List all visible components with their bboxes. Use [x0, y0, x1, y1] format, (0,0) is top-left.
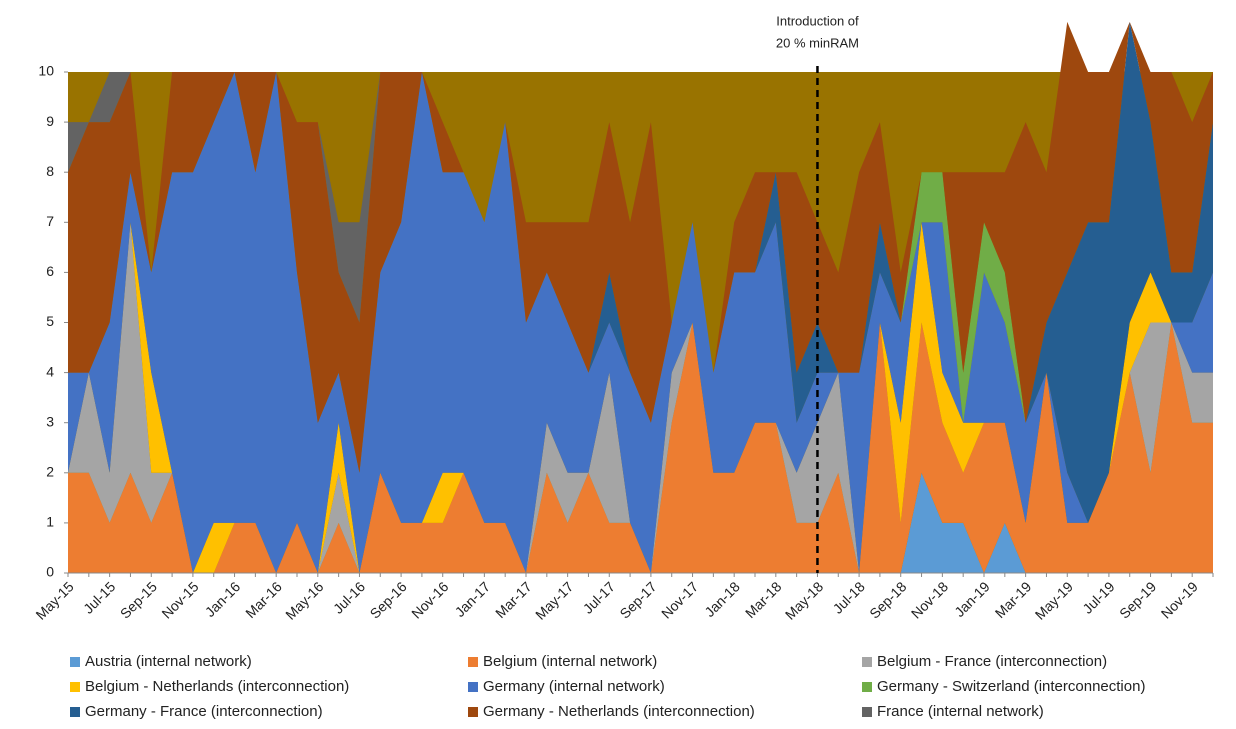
x-tick-label: May-19 [1032, 578, 1076, 622]
area [68, 222, 1213, 574]
x-tick-label: Jan-16 [202, 578, 244, 620]
x-tick-label: Mar-18 [742, 578, 785, 621]
y-tick-label: 1 [46, 514, 54, 530]
legend-swatch [862, 707, 872, 717]
legend-swatch [862, 657, 872, 667]
x-tick-label: Sep-17 [616, 578, 659, 621]
x-tick-label: Jan-17 [452, 578, 494, 620]
area [68, 72, 1213, 573]
x-tick-label: May-18 [782, 578, 826, 622]
x-tick-label: Nov-17 [658, 578, 701, 621]
y-tick-label: 5 [46, 313, 54, 329]
x-tick-label: May-17 [532, 578, 576, 622]
legend-label: Germany (internal network) [483, 678, 665, 695]
x-tick-label: Mar-16 [242, 578, 285, 621]
x-tick-label: May-15 [32, 578, 76, 622]
legend-label: France (internal network) [877, 703, 1044, 720]
x-tick-label: May-16 [282, 578, 326, 622]
legend-label: Belgium - Netherlands (interconnection) [85, 678, 349, 695]
legend-swatch [70, 657, 80, 667]
x-tick-label: Sep-19 [1116, 578, 1159, 621]
annotation-text: 20 % minRAM [776, 35, 859, 50]
y-tick-label: 7 [46, 213, 54, 229]
x-tick-label: Nov-15 [158, 578, 201, 621]
x-tick-label: Jul-17 [580, 578, 618, 616]
x-tick-label: Jul-16 [330, 578, 368, 616]
legend-label: Germany - Switzerland (interconnection) [877, 678, 1145, 695]
x-tick-label: Sep-15 [117, 578, 160, 621]
area [68, 21, 1213, 523]
legend-label: Belgium (internal network) [483, 653, 657, 670]
y-tick-label: 9 [46, 113, 54, 129]
area [68, 21, 1213, 373]
legend-swatch [468, 657, 478, 667]
x-tick-label: Jul-19 [1079, 578, 1117, 616]
y-tick-label: 10 [38, 63, 54, 79]
area [68, 21, 1213, 473]
legend-label: Germany - France (interconnection) [85, 703, 323, 720]
x-tick-label: Mar-19 [992, 578, 1035, 621]
x-tick-label: Sep-16 [367, 578, 410, 621]
y-tick-label: 3 [46, 413, 54, 429]
x-tick-label: Nov-16 [408, 578, 451, 621]
x-tick-label: Jan-19 [951, 578, 993, 620]
legend-swatch [70, 682, 80, 692]
x-tick-label: Jul-15 [80, 578, 118, 616]
x-tick-label: Jan-18 [701, 578, 743, 620]
area [68, 472, 1213, 573]
legend-swatch [468, 682, 478, 692]
x-tick-label: Mar-17 [492, 578, 535, 621]
x-tick-label: Jul-18 [830, 578, 868, 616]
area [68, 72, 1213, 523]
legend-label: Germany - Netherlands (interconnection) [483, 703, 755, 720]
y-tick-label: 8 [46, 163, 54, 179]
x-tick-label: Nov-19 [1158, 578, 1201, 621]
y-tick-label: 0 [46, 564, 54, 580]
y-tick-label: 2 [46, 464, 54, 480]
area [68, 322, 1213, 573]
y-tick-label: 6 [46, 263, 54, 279]
legend-swatch [862, 682, 872, 692]
legend-swatch [70, 707, 80, 717]
annotation-text: Introduction of [776, 13, 859, 28]
x-tick-label: Sep-18 [866, 578, 909, 621]
y-tick-label: 4 [46, 363, 54, 379]
x-tick-label: Nov-18 [908, 578, 951, 621]
legend-label: Belgium - France (interconnection) [877, 653, 1107, 670]
legend-label: Austria (internal network) [85, 653, 252, 670]
legend-swatch [468, 707, 478, 717]
